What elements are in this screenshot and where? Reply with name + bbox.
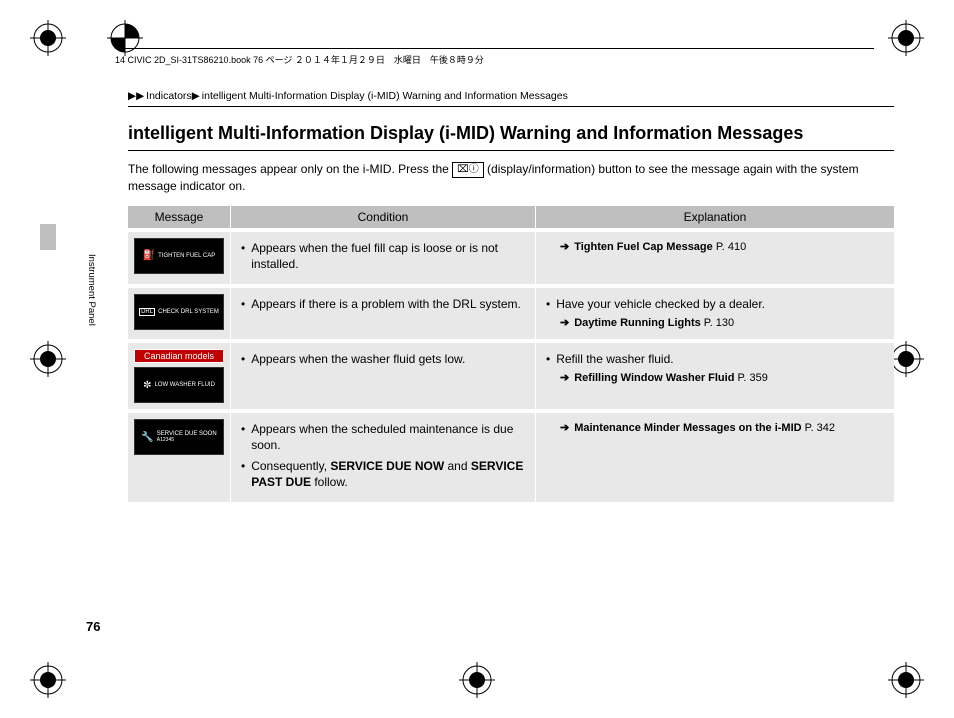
condition-bullet: Consequently, SERVICE DUE NOW and SERVIC… — [241, 458, 525, 490]
crop-mark-icon — [30, 341, 66, 377]
breadcrumb-arrow-icon: ▶ — [192, 90, 200, 102]
tile-icon: 🔧 — [141, 432, 153, 443]
message-tile: 🔧SERVICE DUE SOONA12345 — [134, 419, 224, 455]
message-tile: DRLCHECK DRL SYSTEM — [134, 294, 224, 330]
doc-header: 14 CIVIC 2D_SI-31TS86210.book 76 ページ ２０１… — [115, 48, 874, 66]
explanation-cell: Have your vehicle checked by a dealer. Da… — [536, 286, 895, 341]
intro-text: The following messages appear only on th… — [128, 161, 894, 196]
cross-reference: Refilling Window Washer Fluid P. 359 — [560, 371, 884, 386]
tile-text: LOW WASHER FLUID — [154, 382, 214, 388]
side-tab — [40, 224, 56, 344]
table-header-row: Message Condition Explanation — [128, 206, 894, 230]
display-info-button-icon: ⌧ⓘ — [452, 162, 484, 178]
message-tile: ⛽TIGHTEN FUEL CAP — [134, 238, 224, 274]
condition-bullet: Appears when the scheduled maintenance i… — [241, 421, 525, 453]
condition-cell: Appears when the fuel fill cap is loose … — [231, 230, 536, 286]
explanation-bullet: Refill the washer fluid. — [546, 351, 884, 367]
condition-cell: Appears when the washer fluid gets low. — [231, 341, 536, 411]
messages-table: Message Condition Explanation ⛽TIGHTEN F… — [128, 206, 894, 502]
table-row: ⛽TIGHTEN FUEL CAP Appears when the fuel f… — [128, 230, 894, 286]
breadcrumb-arrow-icon: ▶▶ — [128, 90, 144, 102]
explanation-cell: Refill the washer fluid. Refilling Window… — [536, 341, 895, 411]
condition-cell: Appears when the scheduled maintenance i… — [231, 411, 536, 502]
condition-bullet: Appears if there is a problem with the D… — [241, 296, 525, 312]
crop-mark-icon — [459, 662, 495, 698]
message-cell: DRLCHECK DRL SYSTEM — [128, 286, 231, 341]
col-message: Message — [128, 206, 231, 230]
tile-subtext: A12345 — [157, 437, 174, 443]
message-cell: 🔧SERVICE DUE SOONA12345 — [128, 411, 231, 502]
drl-icon: DRL — [139, 308, 155, 316]
col-condition: Condition — [231, 206, 536, 230]
tile-icon: ⛽ — [143, 250, 155, 261]
message-cell: ⛽TIGHTEN FUEL CAP — [128, 230, 231, 286]
explanation-bullet: Have your vehicle checked by a dealer. — [546, 296, 884, 312]
table-row: Canadian models ✼LOW WASHER FLUID Appears … — [128, 341, 894, 411]
message-cell: Canadian models ✼LOW WASHER FLUID — [128, 341, 231, 411]
breadcrumb: ▶▶Indicators▶intelligent Multi-Informati… — [128, 90, 894, 107]
crop-mark-icon — [30, 662, 66, 698]
canadian-badge: Canadian models — [134, 349, 224, 363]
col-explanation: Explanation — [536, 206, 895, 230]
table-row: 🔧SERVICE DUE SOONA12345 Appears when the … — [128, 411, 894, 502]
cross-reference: Maintenance Minder Messages on the i-MID… — [560, 421, 884, 436]
table-row: DRLCHECK DRL SYSTEM Appears if there is a… — [128, 286, 894, 341]
explanation-cell: Tighten Fuel Cap Message P. 410 — [536, 230, 895, 286]
message-tile: ✼LOW WASHER FLUID — [134, 367, 224, 403]
tile-text: TIGHTEN FUEL CAP — [158, 253, 215, 259]
cross-reference: Tighten Fuel Cap Message P. 410 — [560, 240, 884, 255]
cross-reference: Daytime Running Lights P. 130 — [560, 316, 884, 331]
crop-mark-icon — [30, 20, 66, 56]
breadcrumb-level2: intelligent Multi-Information Display (i… — [202, 90, 568, 102]
condition-bullet: Appears when the fuel fill cap is loose … — [241, 240, 525, 272]
section-label: Instrument Panel — [86, 254, 97, 326]
condition-cell: Appears if there is a problem with the D… — [231, 286, 536, 341]
crop-mark-icon — [888, 662, 924, 698]
explanation-cell: Maintenance Minder Messages on the i-MID… — [536, 411, 895, 502]
crop-mark-icon — [888, 20, 924, 56]
tile-text: CHECK DRL SYSTEM — [158, 309, 219, 315]
page-number: 76 — [86, 619, 100, 634]
condition-bullet: Appears when the washer fluid gets low. — [241, 351, 525, 367]
breadcrumb-level1: Indicators — [146, 90, 192, 102]
page-title: intelligent Multi-Information Display (i… — [128, 123, 894, 151]
tile-icon: ✼ — [143, 380, 151, 391]
